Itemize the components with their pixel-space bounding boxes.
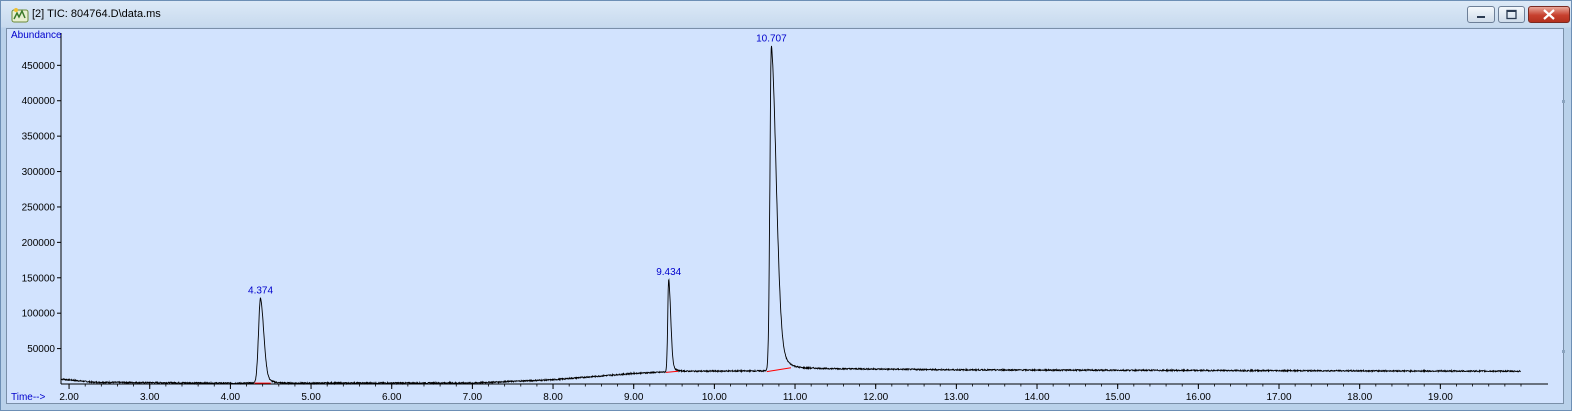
x-tick-label: 14.00 (1025, 392, 1050, 403)
close-button[interactable] (1528, 6, 1570, 23)
integration-baseline (665, 370, 679, 373)
peak-label: 10.707 (756, 33, 787, 44)
maximize-icon (1506, 9, 1517, 20)
x-tick-label: 8.00 (543, 392, 563, 403)
x-tick-label: 4.00 (221, 392, 241, 403)
y-axis-label: Abundance (11, 30, 62, 41)
x-tick-label: 7.00 (463, 392, 483, 403)
y-tick-label: 450000 (22, 61, 56, 72)
y-tick-label: 200000 (22, 238, 56, 249)
tic-trace (60, 45, 1521, 386)
x-tick-label: 11.00 (783, 392, 808, 403)
resize-grip-top[interactable] (1562, 100, 1565, 103)
y-tick-label: 350000 (22, 132, 56, 143)
peak-label: 4.374 (248, 286, 273, 297)
chromatogram-plot-area[interactable] (6, 28, 1564, 404)
close-icon (1543, 9, 1555, 20)
x-tick-label: 3.00 (140, 392, 160, 403)
chromatogram-app-icon (11, 8, 29, 23)
x-tick-label: 9.00 (624, 392, 644, 403)
y-tick-label: 100000 (22, 309, 56, 320)
x-tick-label: 13.00 (944, 392, 969, 403)
x-tick-label: 10.00 (702, 392, 727, 403)
resize-grip-bottom[interactable] (1562, 350, 1565, 353)
y-tick-label: 300000 (22, 167, 56, 178)
x-tick-label: 17.00 (1266, 392, 1291, 403)
minimize-icon (1477, 16, 1485, 18)
x-tick-label: 5.00 (301, 392, 321, 403)
x-tick-label: 15.00 (1105, 392, 1130, 403)
y-tick-label: 50000 (27, 344, 55, 355)
x-tick-label: 12.00 (863, 392, 888, 403)
y-tick-label: 150000 (22, 273, 56, 284)
title-bar[interactable]: [2] TIC: 804764.D\data.ms (1, 1, 1571, 28)
x-tick-label: 19.00 (1428, 392, 1453, 403)
y-tick-label: 250000 (22, 202, 56, 213)
x-tick-label: 16.00 (1186, 392, 1211, 403)
x-axis-label: Time--> (11, 392, 46, 403)
window-title: [2] TIC: 804764.D\data.ms (32, 8, 161, 20)
y-tick-label: 400000 (22, 96, 56, 107)
peak-label: 9.434 (656, 267, 681, 278)
maximize-button[interactable] (1498, 6, 1525, 23)
minimize-button[interactable] (1467, 6, 1495, 23)
x-tick-label: 2.00 (59, 392, 79, 403)
x-tick-label: 6.00 (382, 392, 402, 403)
chromatogram-chart[interactable]: Abundance Time--> 50000 100000 150000 200000 2… (7, 29, 1563, 403)
x-tick-label: 18.00 (1347, 392, 1372, 403)
integration-baseline (766, 367, 792, 373)
